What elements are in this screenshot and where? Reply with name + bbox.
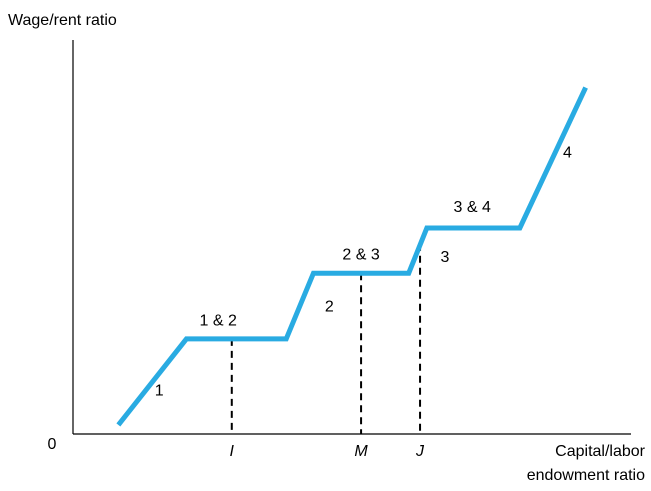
segment-label-3: 2 [325, 299, 334, 316]
origin-label: 0 [48, 436, 57, 453]
marker-label-i: I [230, 443, 235, 460]
x-axis-label-line1: Capital/labor [555, 443, 646, 460]
marker-label-j: J [415, 443, 425, 460]
x-axis-label-line2: endowment ratio [527, 467, 645, 484]
segment-label-2: 1 & 2 [199, 312, 236, 329]
segment-labels: 1 1 & 2 2 2 & 3 3 3 & 4 4 [155, 145, 572, 400]
y-axis-label: Wage/rent ratio [8, 12, 117, 29]
marker-label-m: M [354, 443, 368, 460]
segment-label-7: 4 [563, 145, 572, 162]
segment-label-1: 1 [155, 383, 164, 400]
series-line-1 [116, 86, 588, 427]
segment-label-6: 3 & 4 [454, 199, 491, 216]
marker-dashed-lines [230, 243, 422, 434]
series-group [116, 86, 588, 427]
segment-label-4: 2 & 3 [342, 247, 379, 264]
segment-label-5: 3 [441, 249, 450, 266]
